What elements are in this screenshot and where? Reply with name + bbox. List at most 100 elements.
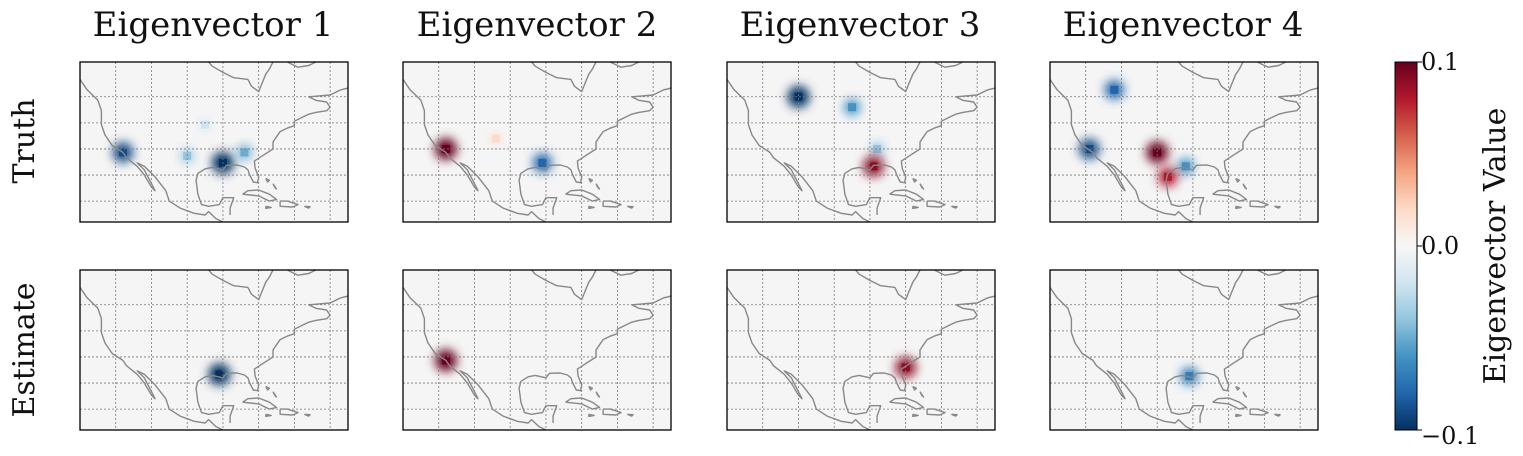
column-title-2: Eigenvector 2	[417, 5, 658, 45]
coastline	[1242, 391, 1248, 398]
coastline	[595, 183, 601, 190]
panel-frame	[402, 269, 672, 431]
panel-frame	[1049, 61, 1319, 223]
coastline	[1249, 200, 1269, 208]
coastline	[889, 397, 925, 410]
coastline	[588, 177, 594, 183]
column-title-1: Eigenvector 1	[93, 5, 334, 45]
panel-frame	[726, 61, 996, 223]
coastline	[286, 270, 317, 276]
coastline	[304, 205, 311, 209]
data-spot-core	[240, 148, 249, 157]
colorbar: 0.1 0.0 −0.1 Eigenvector Value	[1394, 48, 1513, 450]
coastline	[595, 391, 601, 398]
map-background	[80, 270, 348, 430]
coastline	[403, 79, 547, 222]
data-spot-core	[201, 120, 210, 129]
map-background	[727, 62, 995, 222]
coastline	[1235, 385, 1241, 391]
coastline	[1212, 189, 1248, 202]
coastline	[842, 87, 995, 215]
map-panel	[726, 269, 996, 431]
data-spot-core	[215, 370, 224, 379]
coastline	[272, 183, 278, 190]
coastline	[1256, 270, 1287, 276]
panel-frame	[726, 269, 996, 431]
data-spot-core	[441, 145, 450, 153]
data-spot-core	[538, 158, 547, 167]
coastline	[565, 397, 601, 410]
coastline	[842, 295, 995, 423]
coastline	[304, 413, 311, 417]
coastline	[627, 413, 634, 417]
coastline	[265, 205, 272, 210]
map-panel	[1049, 269, 1319, 431]
coastline	[242, 397, 278, 410]
data-spot-core	[794, 92, 803, 101]
coastline	[588, 385, 594, 391]
map-panel	[1049, 61, 1319, 223]
coastline	[208, 270, 274, 301]
coastline	[609, 62, 640, 68]
coastline	[727, 79, 871, 222]
coastline	[1249, 408, 1269, 416]
coastline	[518, 295, 671, 423]
coastline	[855, 62, 921, 93]
map-background	[1050, 270, 1318, 430]
row-label-truth: Truth	[7, 98, 42, 183]
coastline	[195, 87, 348, 215]
coastline	[1212, 397, 1248, 410]
data-spot-core	[1085, 145, 1094, 153]
coastline	[279, 200, 299, 208]
panel-frame	[1049, 269, 1319, 431]
coastline	[1242, 183, 1248, 190]
column-title-4: Eigenvector 4	[1063, 5, 1304, 45]
coastline	[609, 270, 640, 276]
coastline	[531, 62, 597, 93]
colorbar-tick-label-min: −0.1	[1421, 422, 1479, 450]
coastline	[1178, 270, 1244, 301]
coastline	[933, 270, 964, 276]
coastline	[403, 287, 547, 430]
coastline	[951, 413, 958, 417]
colorbar-tick-label-zero: 0.0	[1421, 232, 1459, 260]
coastline	[919, 391, 925, 398]
panel-frame	[79, 61, 349, 223]
coastline	[265, 177, 271, 183]
map-panels	[79, 61, 1319, 431]
map-panel	[402, 61, 672, 223]
map-panel	[726, 61, 996, 223]
coastline	[1235, 413, 1242, 418]
coastline	[588, 413, 595, 418]
colorbar-label: Eigenvector Value	[1478, 108, 1513, 385]
coastline	[727, 287, 871, 430]
map-background	[80, 62, 348, 222]
map-background	[727, 270, 995, 430]
coastline	[518, 87, 671, 215]
coastline	[602, 408, 622, 416]
coastline	[80, 79, 224, 222]
map-panel	[79, 269, 349, 431]
coastline	[602, 200, 622, 208]
coastline	[1274, 413, 1281, 417]
coastline	[926, 200, 946, 208]
coastline	[531, 270, 597, 301]
coastline	[272, 391, 278, 398]
coastline	[933, 62, 964, 68]
coastline	[588, 205, 595, 210]
data-spot-core	[1110, 85, 1119, 94]
coastline	[1235, 177, 1241, 183]
map-panel	[402, 269, 672, 431]
coastline	[627, 205, 634, 209]
coastline	[279, 408, 299, 416]
coastline	[889, 189, 925, 202]
column-title-3: Eigenvector 3	[740, 5, 981, 45]
data-spot-core	[1185, 372, 1194, 381]
colorbar-gradient	[1394, 61, 1418, 431]
coastline	[1050, 79, 1194, 222]
data-spot-core	[1181, 162, 1190, 171]
panel-frame	[79, 269, 349, 431]
coastline	[951, 205, 958, 209]
data-spot-core	[873, 145, 882, 153]
